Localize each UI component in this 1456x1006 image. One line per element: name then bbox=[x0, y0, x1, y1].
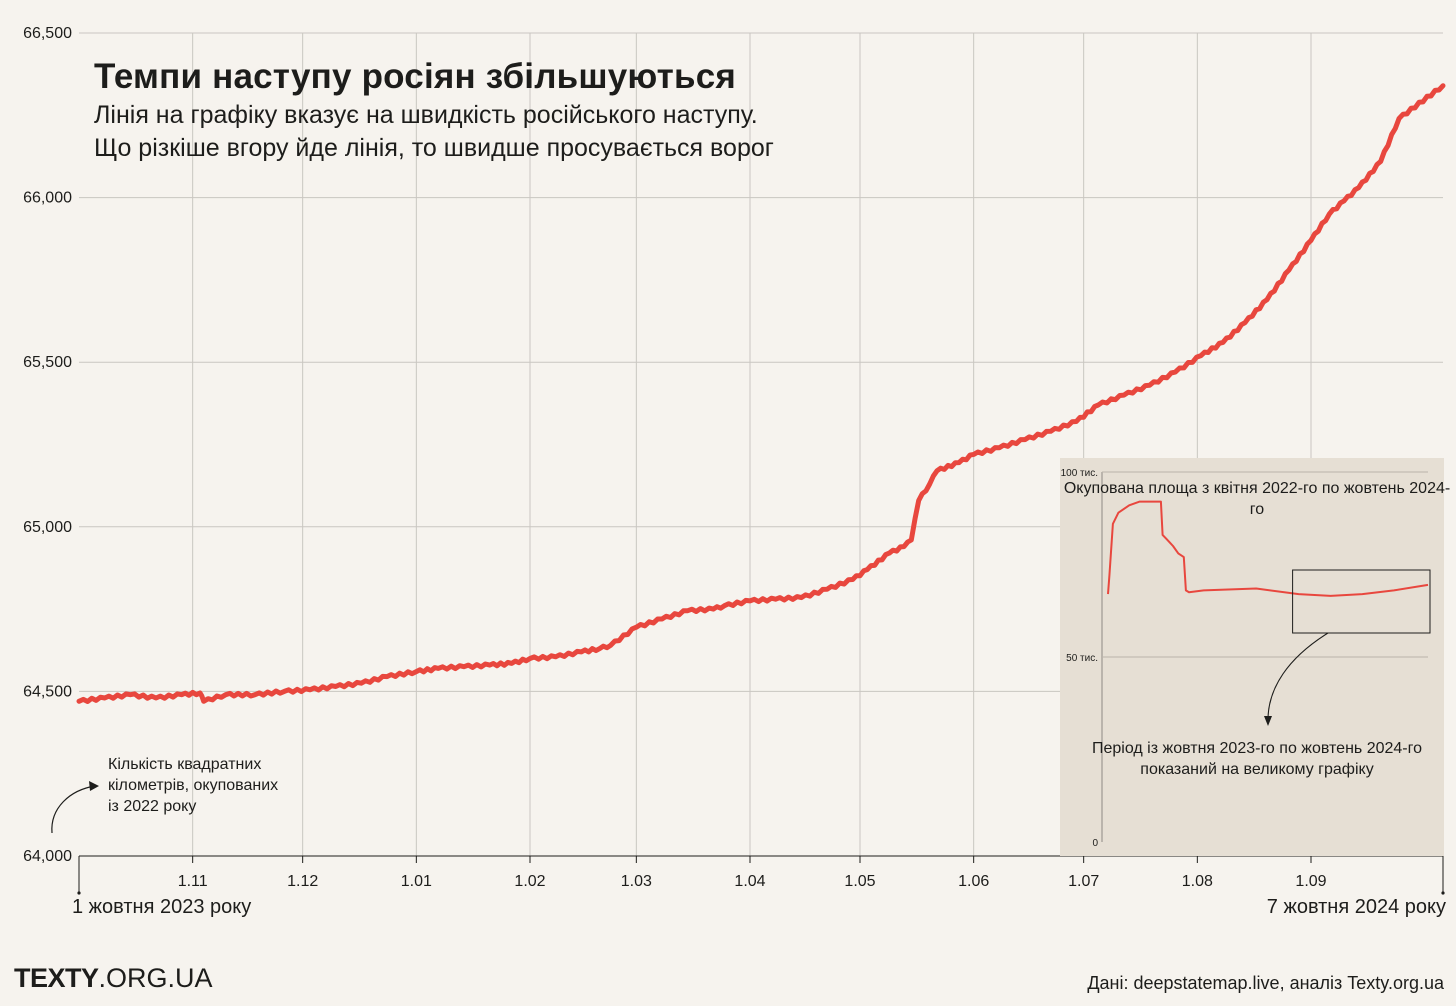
x-tick-label: 1.03 bbox=[621, 873, 652, 890]
chart-title: Темпи наступу росіян збільшуються bbox=[94, 57, 736, 96]
x-tick-label: 1.08 bbox=[1182, 873, 1213, 890]
x-tick-label: 1.04 bbox=[734, 873, 765, 890]
x-tick-label: 1.12 bbox=[287, 873, 318, 890]
x-tick-label: 1.07 bbox=[1068, 873, 1099, 890]
ylabel-line-1: Кількість квадратних bbox=[108, 756, 262, 773]
brand-rest: .ORG.UA bbox=[98, 963, 213, 993]
y-tick-label: 66,500 bbox=[23, 25, 72, 42]
x-axis-start-label: 1 жовтня 2023 року bbox=[72, 896, 252, 918]
y-tick-label: 65,000 bbox=[23, 519, 72, 536]
inset-arrowhead bbox=[1264, 716, 1272, 726]
x-axis-end-dot bbox=[1441, 891, 1445, 895]
chart-axes: 64,000 64,500 65,000 65,500 66,000 66,500 1.11… bbox=[23, 25, 1445, 895]
y-tick-label: 65,500 bbox=[23, 354, 72, 371]
inset-y-tick-label: 100 тис. bbox=[1061, 468, 1098, 479]
ylabel-line-2: кілометрів, окупованих bbox=[108, 777, 279, 794]
y-tick-label: 66,000 bbox=[23, 190, 72, 207]
x-tick-label: 1.01 bbox=[401, 873, 432, 890]
y-tick-label: 64,500 bbox=[23, 683, 72, 700]
data-source: Дані: deepstatemap.live, аналіз Texty.or… bbox=[1087, 973, 1444, 993]
inset-chart-title: Окупована площа з квітня 2022-го по жовт… bbox=[1063, 480, 1451, 518]
x-tick-label: 1.02 bbox=[514, 873, 545, 890]
series-line-occupied-area bbox=[76, 83, 1446, 704]
chart-subtitle: Лінія на графіку вказує на швидкість рос… bbox=[94, 99, 994, 165]
annotation-arrowhead bbox=[89, 781, 99, 791]
brand-bold: TEXTY bbox=[14, 963, 99, 993]
inset-chart-note: Період із жовтня 2023-го по жовтень 2024… bbox=[1091, 740, 1422, 778]
inset-chart: 0 50 тис. 100 тис. bbox=[1061, 468, 1431, 849]
inset-y-tick-label: 50 тис. bbox=[1066, 653, 1098, 664]
subtitle-line-1: Лінія на графіку вказує на швидкість рос… bbox=[94, 101, 758, 129]
inset-arrow bbox=[1267, 632, 1329, 721]
x-tick-label: 1.11 bbox=[178, 873, 208, 890]
x-axis-end-label: 7 жовтня 2024 року bbox=[1266, 896, 1446, 918]
ylabel-line-3: із 2022 року bbox=[108, 798, 197, 815]
x-axis-start-dot bbox=[77, 891, 81, 895]
texty-logo: TEXTY.ORG.UA bbox=[14, 963, 213, 994]
y-axis-annotation: Кількість квадратних кілометрів, окупова… bbox=[108, 754, 318, 817]
annotation-arrow bbox=[51, 785, 96, 834]
inset-chart-panel: 0 50 тис. 100 тис. Окупована площа з квітн… bbox=[1060, 458, 1450, 856]
subtitle-line-2: Що різкіше вгору йде лінія, то швидше пр… bbox=[94, 134, 774, 162]
inset-series-line bbox=[1107, 500, 1429, 597]
x-tick-label: 1.06 bbox=[958, 873, 989, 890]
inset-highlight-box bbox=[1292, 569, 1431, 634]
y-tick-label: 64,000 bbox=[23, 848, 72, 865]
x-tick-label: 1.09 bbox=[1295, 873, 1326, 890]
inset-y-tick-label: 0 bbox=[1092, 838, 1098, 849]
x-tick-label: 1.05 bbox=[844, 873, 875, 890]
chart-series bbox=[76, 83, 1446, 704]
